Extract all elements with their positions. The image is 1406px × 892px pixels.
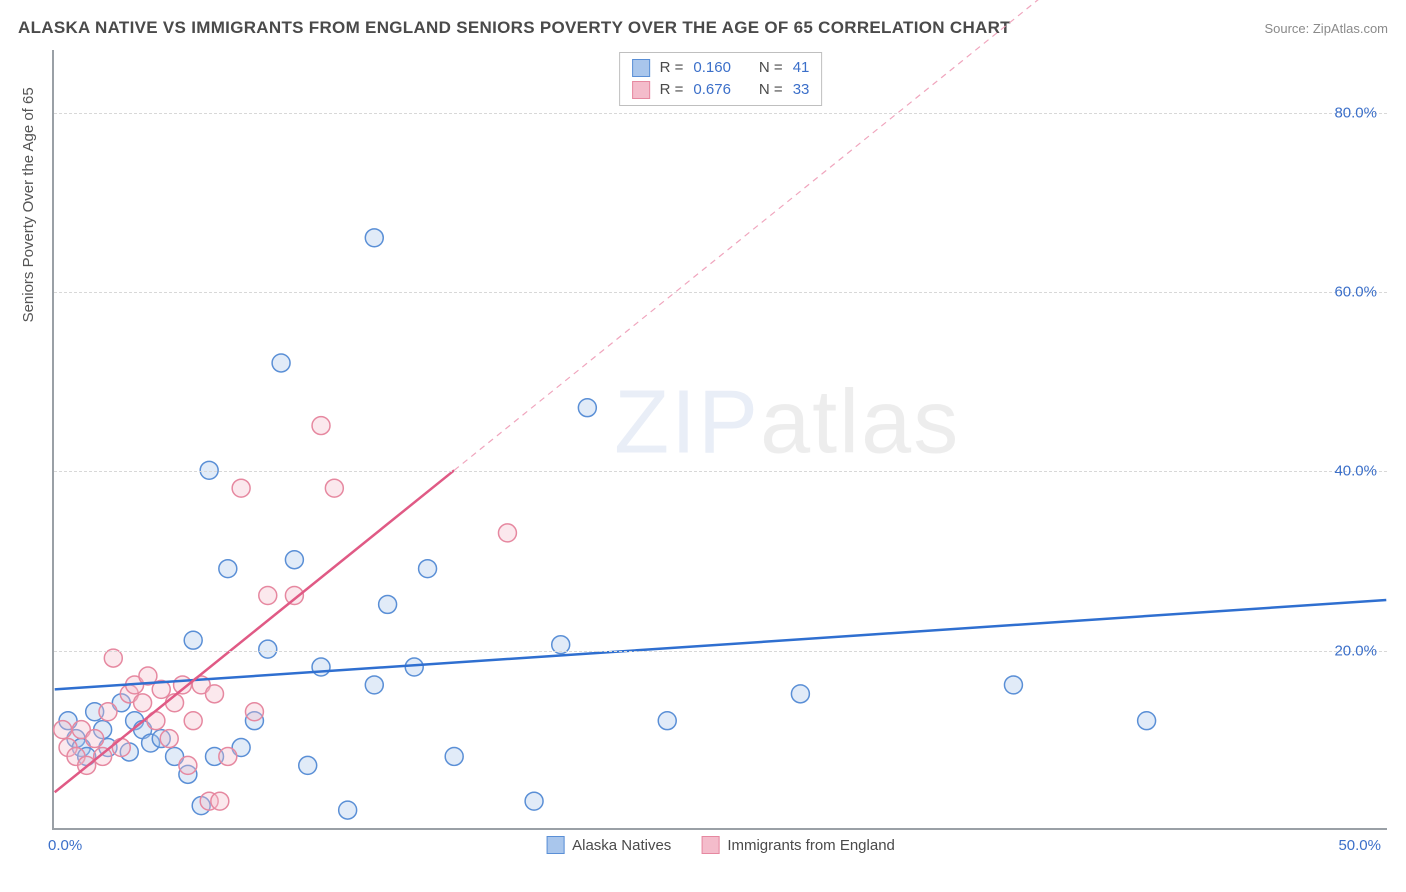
regression-line <box>55 600 1387 689</box>
data-point <box>54 721 72 739</box>
y-tick-label: 60.0% <box>1334 284 1377 301</box>
legend-series-item: Alaska Natives <box>546 836 671 854</box>
y-axis-title: Seniors Poverty Over the Age of 65 <box>20 87 37 322</box>
data-point <box>498 524 516 542</box>
data-point <box>219 560 237 578</box>
data-point <box>578 399 596 417</box>
n-value: 33 <box>793 79 810 101</box>
y-tick-label: 20.0% <box>1334 642 1377 659</box>
data-point <box>1004 676 1022 694</box>
data-point <box>419 560 437 578</box>
data-point <box>184 712 202 730</box>
legend-series-item: Immigrants from England <box>701 836 895 854</box>
r-label: R = <box>660 79 684 101</box>
gridline-h <box>54 471 1387 472</box>
y-tick-label: 40.0% <box>1334 463 1377 480</box>
gridline-h <box>54 651 1387 652</box>
legend-stat-row: R = 0.676 N = 33 <box>632 79 810 101</box>
data-point <box>206 685 224 703</box>
data-point <box>99 703 117 721</box>
data-point <box>379 595 397 613</box>
data-point <box>299 756 317 774</box>
n-label: N = <box>759 79 783 101</box>
legend-swatch <box>632 81 650 99</box>
data-point <box>94 747 112 765</box>
data-point <box>160 730 178 748</box>
r-value: 0.676 <box>693 79 731 101</box>
data-point <box>232 479 250 497</box>
y-tick-label: 80.0% <box>1334 104 1377 121</box>
n-label: N = <box>759 57 783 79</box>
data-point <box>272 354 290 372</box>
data-point <box>104 649 122 667</box>
data-point <box>259 587 277 605</box>
data-point <box>339 801 357 819</box>
data-point <box>365 229 383 247</box>
data-point <box>219 747 237 765</box>
legend-stat-row: R = 0.160 N = 41 <box>632 57 810 79</box>
source-credit: Source: ZipAtlas.com <box>1264 21 1388 36</box>
regression-line <box>454 0 1386 470</box>
legend-stats-box: R = 0.160 N = 41 R = 0.676 N = 33 <box>619 52 823 106</box>
r-value: 0.160 <box>693 57 731 79</box>
data-point <box>525 792 543 810</box>
scatter-plot-svg <box>54 50 1387 828</box>
gridline-h <box>54 113 1387 114</box>
legend-series-label: Alaska Natives <box>572 837 671 854</box>
data-point <box>405 658 423 676</box>
data-point <box>259 640 277 658</box>
n-value: 41 <box>793 57 810 79</box>
regression-line <box>55 470 454 792</box>
data-point <box>1138 712 1156 730</box>
x-tick-label: 0.0% <box>48 837 82 854</box>
legend-swatch <box>701 836 719 854</box>
data-point <box>245 703 263 721</box>
chart-title: ALASKA NATIVE VS IMMIGRANTS FROM ENGLAND… <box>18 18 1011 38</box>
data-point <box>445 747 463 765</box>
data-point <box>791 685 809 703</box>
data-point <box>211 792 229 810</box>
data-point <box>365 676 383 694</box>
r-label: R = <box>660 57 684 79</box>
x-tick-label: 50.0% <box>1338 837 1381 854</box>
data-point <box>285 551 303 569</box>
data-point <box>325 479 343 497</box>
data-point <box>658 712 676 730</box>
data-point <box>134 694 152 712</box>
legend-swatch <box>546 836 564 854</box>
data-point <box>179 756 197 774</box>
data-point <box>184 631 202 649</box>
data-point <box>86 730 104 748</box>
gridline-h <box>54 292 1387 293</box>
legend-series-label: Immigrants from England <box>727 837 895 854</box>
legend-series: Alaska Natives Immigrants from England <box>546 836 895 854</box>
legend-swatch <box>632 59 650 77</box>
data-point <box>200 461 218 479</box>
data-point <box>112 739 130 757</box>
data-point <box>312 417 330 435</box>
plot-area: ZIPatlas R =0.160N =41R =0.676N =33 Alas… <box>52 50 1387 830</box>
data-point <box>312 658 330 676</box>
